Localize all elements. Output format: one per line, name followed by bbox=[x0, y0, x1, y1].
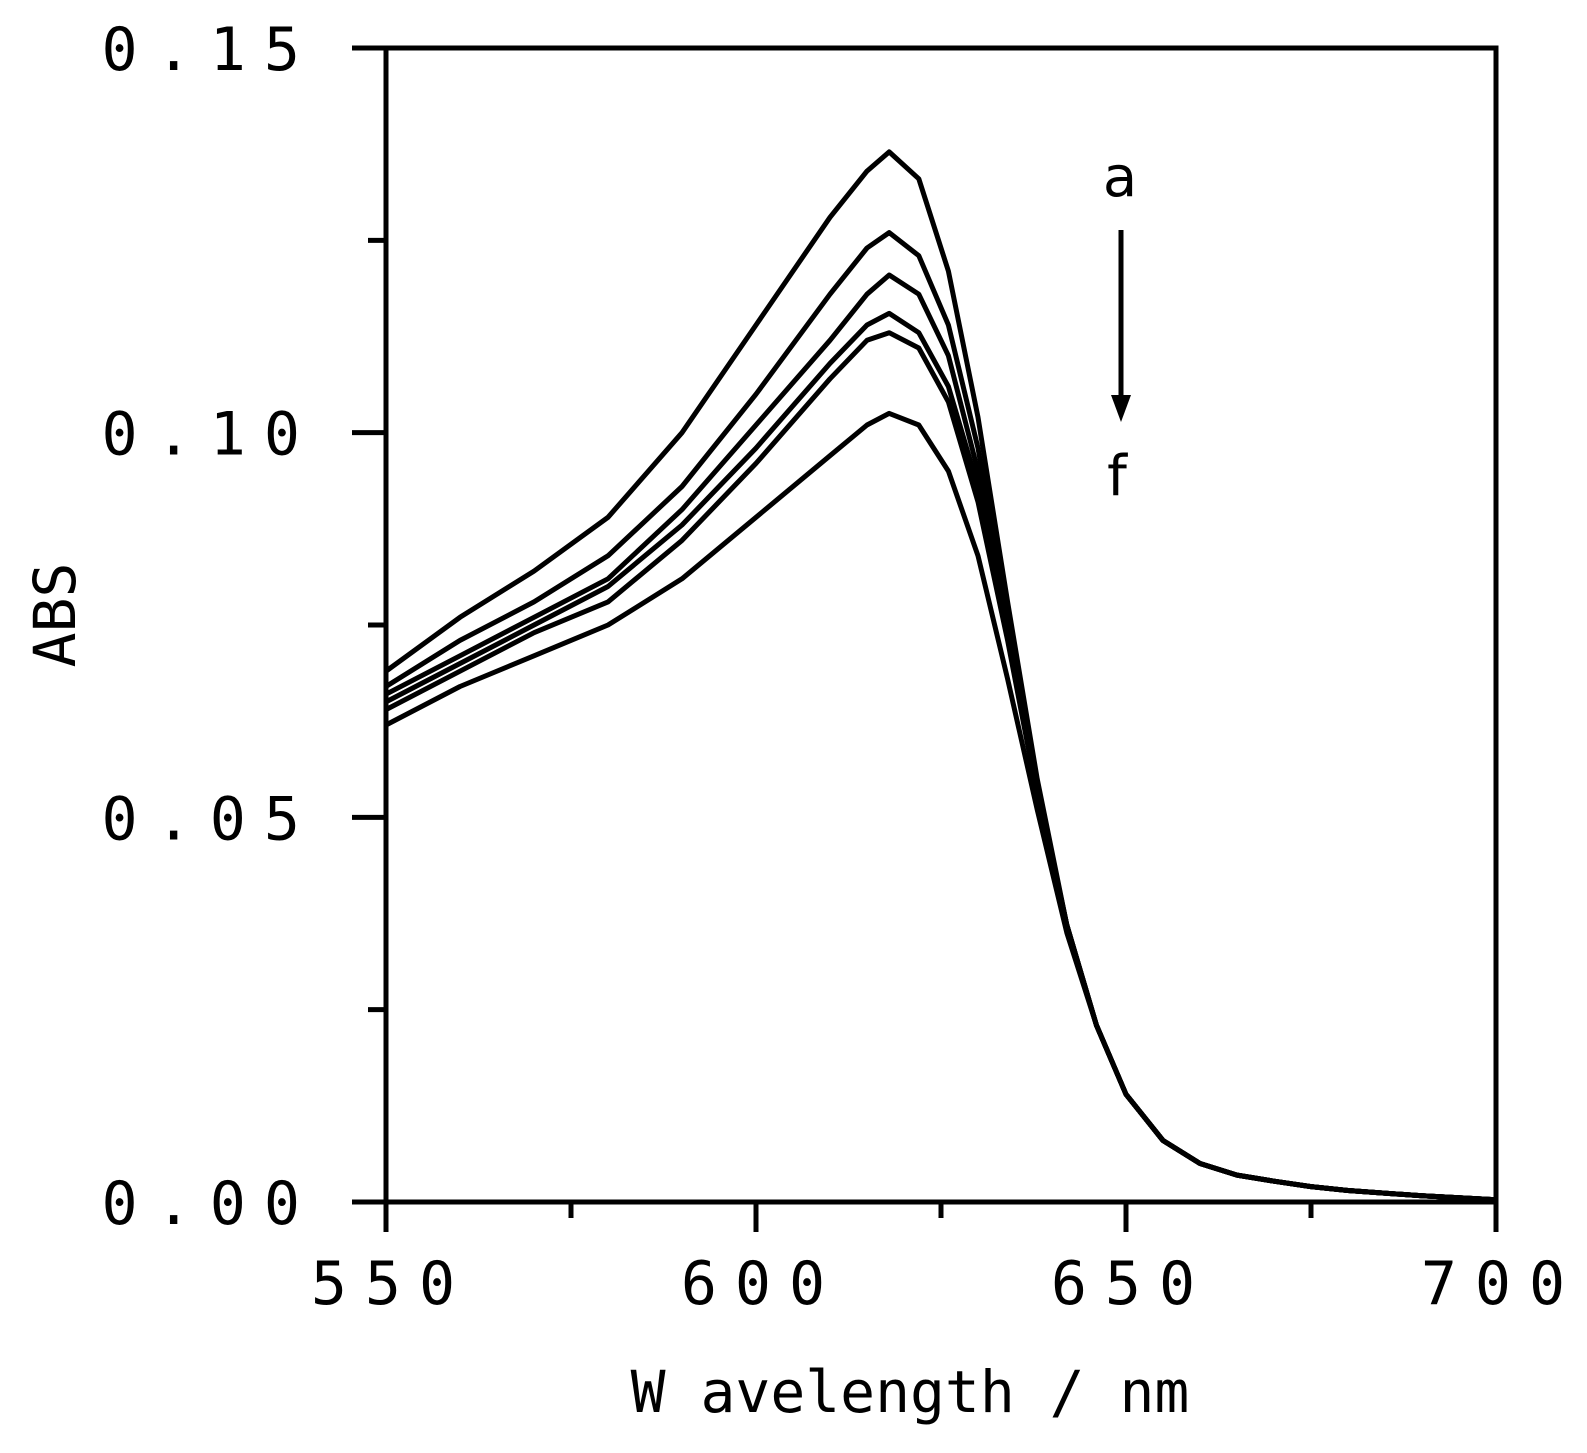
y-axis-ticks: 0.00 0.05 0.10 0.15 bbox=[102, 15, 386, 1239]
annotation-arrow-head bbox=[1111, 395, 1131, 422]
y-tick-label: 0.05 bbox=[102, 784, 319, 854]
annotation-label-f: f bbox=[1107, 444, 1128, 509]
series-direction-annotation: a f bbox=[1103, 145, 1137, 509]
series-line-f bbox=[384, 410, 1497, 1203]
x-tick-label: 650 bbox=[1051, 1249, 1213, 1319]
y-axis-title: ABS bbox=[21, 563, 89, 668]
series-line-c bbox=[384, 272, 1497, 1203]
x-tick-label: 700 bbox=[1421, 1249, 1583, 1319]
x-axis-ticks: 550 600 650 700 bbox=[311, 1202, 1583, 1319]
spectrum-series bbox=[384, 149, 1497, 1203]
y-tick-label: 0.10 bbox=[102, 400, 319, 470]
x-tick-label: 600 bbox=[681, 1249, 843, 1319]
x-tick-label: 550 bbox=[311, 1249, 473, 1319]
series-line-d bbox=[384, 310, 1497, 1203]
x-axis-title: W avelength / nm bbox=[631, 1358, 1190, 1426]
y-tick-label: 0.00 bbox=[102, 1169, 319, 1239]
y-tick-label: 0.15 bbox=[102, 15, 319, 85]
annotation-label-a: a bbox=[1103, 145, 1137, 210]
